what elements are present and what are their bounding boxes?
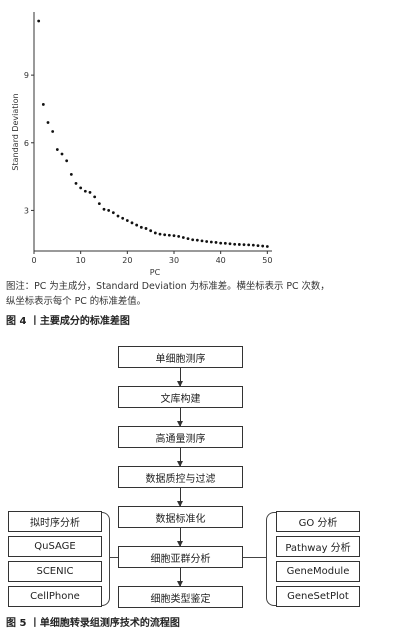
data-point [167, 233, 171, 237]
data-point [130, 221, 134, 225]
data-point [144, 227, 148, 230]
x-axis-label: PC [150, 268, 161, 277]
x-tick-label: 30 [169, 256, 179, 265]
data-point [153, 231, 157, 235]
data-point [233, 242, 237, 246]
data-point [158, 232, 162, 236]
x-tick-label: 40 [216, 256, 226, 265]
flow-step-library-construction: 文库构建 [118, 386, 243, 408]
data-point [37, 19, 41, 23]
x-tick-label: 10 [76, 256, 86, 265]
data-point [172, 234, 176, 238]
data-point [51, 130, 55, 133]
y-tick-label: 6 [24, 139, 29, 148]
data-point [191, 238, 195, 242]
data-point [41, 103, 45, 106]
data-point [228, 242, 232, 246]
flow-step-cell-type-identification: 细胞类型鉴定 [118, 586, 243, 608]
data-point [256, 244, 260, 247]
data-point [116, 214, 120, 218]
data-point [237, 243, 241, 246]
data-point [177, 234, 181, 238]
tool-box-qusage: QuSAGE [8, 536, 102, 557]
right-bracket [266, 512, 276, 606]
tool-box-pathway-analysis: Pathway 分析 [276, 536, 360, 557]
flow-arrow [177, 488, 183, 507]
data-point [74, 181, 78, 185]
data-point [93, 195, 97, 199]
data-point [139, 225, 143, 229]
y-axis-label: Standard Deviation [11, 93, 20, 170]
data-point [88, 190, 92, 194]
y-tick-label: 9 [24, 71, 29, 80]
data-point [79, 186, 83, 190]
data-point [209, 240, 213, 244]
figure-4-note-line-2: 纵坐标表示每个 PC 的标准差值。 [6, 296, 147, 307]
data-point [163, 233, 167, 237]
data-point [121, 216, 125, 220]
data-point [111, 211, 115, 215]
data-point [186, 237, 190, 240]
figure-4-note-line-1: 图注：PC 为主成分，Standard Deviation 为标准差。横坐标表示… [6, 281, 330, 292]
flow-arrow [177, 528, 183, 547]
flow-arrow [177, 448, 183, 467]
data-point [265, 245, 269, 248]
data-point [247, 243, 251, 247]
data-point [223, 241, 227, 245]
x-tick-label: 20 [122, 256, 132, 265]
tool-box-go-analysis: GO 分析 [276, 511, 360, 532]
flow-step-single-cell-sequencing: 单细胞测序 [118, 346, 243, 368]
figure-4-title: 图 4 丨主要成分的标准差图 [6, 316, 130, 327]
left-connector [110, 557, 118, 558]
tool-box-scenic: SCENIC [8, 561, 102, 582]
data-point [65, 159, 69, 163]
tool-box-genesetplot: GeneSetPlot [276, 586, 360, 607]
flow-step-quality-control: 数据质控与过滤 [118, 466, 243, 488]
data-point [261, 244, 265, 248]
left-bracket [102, 512, 110, 606]
data-point [181, 236, 185, 239]
data-point [125, 219, 129, 222]
figure-5-title: 图 5 丨单细胞转录组测序技术的流程图 [6, 618, 180, 629]
data-point [200, 239, 204, 243]
data-point [102, 207, 106, 211]
data-point [205, 240, 209, 243]
flow-step-high-throughput-sequencing: 高通量测序 [118, 426, 243, 448]
data-point [83, 189, 87, 193]
x-tick-label: 50 [262, 256, 272, 265]
right-connector [243, 557, 266, 558]
data-point [60, 152, 64, 156]
flow-arrow [177, 568, 183, 587]
data-point [97, 202, 101, 206]
tool-box-pseudotime: 拟时序分析 [8, 511, 102, 532]
flow-arrow [177, 408, 183, 427]
data-point [195, 238, 199, 242]
x-tick-label: 0 [31, 256, 36, 265]
elbow-plot: 0 10 20 30 40 50 3 6 9 PC Standard Deviation [11, 12, 272, 277]
data-point [214, 241, 218, 244]
data-point [69, 172, 73, 176]
flow-step-subpopulation-analysis: 细胞亚群分析 [118, 546, 243, 568]
data-point [251, 243, 255, 247]
data-point [107, 209, 111, 212]
flow-arrow [177, 368, 183, 387]
tool-box-genemodule: GeneModule [276, 561, 360, 582]
data-point [55, 148, 59, 151]
data-point [149, 229, 153, 233]
data-point [242, 243, 246, 247]
data-point [219, 241, 223, 245]
data-point [135, 223, 139, 227]
data-point [46, 121, 50, 124]
y-tick-label: 3 [24, 206, 29, 215]
flow-step-normalization: 数据标准化 [118, 506, 243, 528]
tool-box-cellphone: CellPhone [8, 586, 102, 607]
